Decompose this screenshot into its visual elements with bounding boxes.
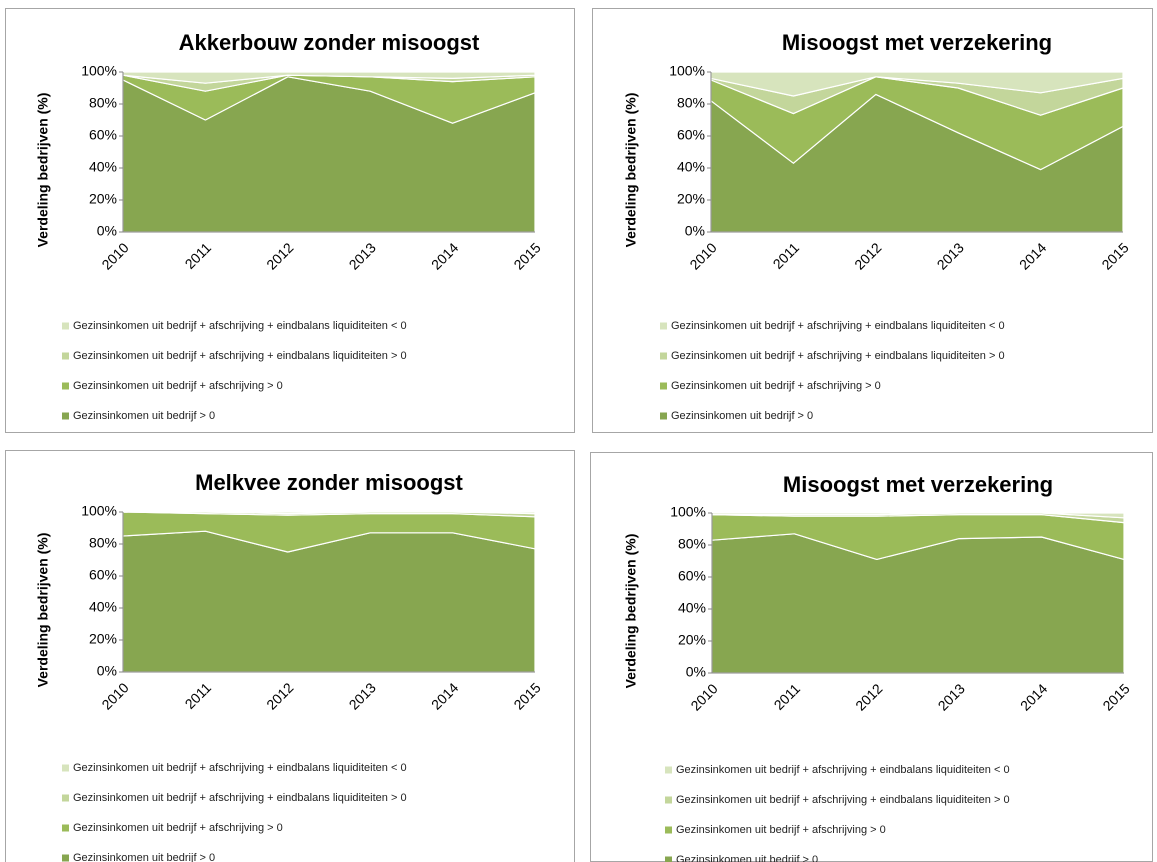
y-tick-label: 0%	[686, 664, 706, 680]
legend-swatch	[665, 766, 672, 774]
y-tick-label: 80%	[678, 536, 706, 552]
legend-label: Gezinsinkomen uit bedrijf + afschrijving…	[73, 350, 407, 362]
legend-swatch	[660, 322, 667, 330]
legend-label: Gezinsinkomen uit bedrijf + afschrijving…	[676, 764, 1010, 776]
legend-swatch	[660, 382, 667, 390]
chart-panel: Misoogst met verzekering Verdeling bedrij…	[590, 452, 1153, 862]
legend-label: Gezinsinkomen uit bedrijf > 0	[676, 854, 818, 862]
area-series	[122, 511, 536, 515]
legend-swatch	[62, 824, 69, 832]
legend-label: Gezinsinkomen uit bedrijf + afschrijving…	[73, 320, 407, 332]
y-tick-label: 80%	[677, 95, 705, 111]
chart-title: Melkvee zonder misoogst	[195, 470, 463, 495]
y-tick-label: 20%	[678, 632, 706, 648]
legend-swatch	[62, 322, 69, 330]
legend-label: Gezinsinkomen uit bedrijf + afschrijving…	[73, 792, 407, 804]
y-tick-label: 100%	[81, 503, 117, 519]
y-tick-label: 40%	[678, 600, 706, 616]
legend-swatch	[62, 382, 69, 390]
legend-swatch	[62, 352, 69, 360]
y-tick-label: 40%	[89, 159, 117, 175]
y-tick-label: 40%	[677, 159, 705, 175]
legend-swatch	[62, 412, 69, 420]
y-tick-label: 100%	[669, 63, 705, 79]
y-tick-label: 20%	[89, 631, 117, 647]
y-axis-label: Verdeling bedrijven (%)	[623, 534, 639, 689]
legend-swatch	[62, 764, 69, 772]
area-series	[122, 530, 536, 673]
legend-label: Gezinsinkomen uit bedrijf + afschrijving…	[671, 350, 1005, 362]
legend-swatch	[665, 856, 672, 862]
legend-swatch	[62, 854, 69, 862]
y-tick-label: 60%	[89, 127, 117, 143]
chart-title: Misoogst met verzekering	[783, 472, 1053, 497]
y-tick-label: 100%	[81, 63, 117, 79]
chart-title: Misoogst met verzekering	[782, 30, 1052, 55]
y-tick-label: 0%	[97, 663, 117, 679]
y-tick-label: 100%	[670, 504, 706, 520]
y-tick-label: 0%	[97, 223, 117, 239]
legend-swatch	[665, 796, 672, 804]
legend-swatch	[62, 794, 69, 802]
chart-panel: Melkvee zonder misoogst Verdeling bedrijv…	[5, 450, 575, 862]
legend-label: Gezinsinkomen uit bedrijf + afschrijving…	[671, 320, 1005, 332]
legend-label: Gezinsinkomen uit bedrijf + afschrijving…	[671, 380, 881, 392]
legend-label: Gezinsinkomen uit bedrijf + afschrijving…	[676, 824, 886, 836]
legend-label: Gezinsinkomen uit bedrijf + afschrijving…	[73, 822, 283, 834]
chart-title: Akkerbouw zonder misoogst	[179, 30, 480, 55]
area-series	[711, 512, 1125, 519]
y-axis-label: Verdeling bedrijven (%)	[623, 93, 639, 248]
y-tick-label: 60%	[678, 568, 706, 584]
y-axis-label: Verdeling bedrijven (%)	[35, 533, 51, 688]
legend-label: Gezinsinkomen uit bedrijf + afschrijving…	[73, 380, 283, 392]
y-tick-label: 80%	[89, 535, 117, 551]
area-series	[711, 533, 1125, 674]
y-axis-label: Verdeling bedrijven (%)	[35, 93, 51, 248]
y-tick-label: 40%	[89, 599, 117, 615]
chart-panel: Misoogst met verzekering Verdeling bedrij…	[592, 8, 1153, 433]
chart-panel: Akkerbouw zonder misoogst Verdeling bedri…	[5, 8, 575, 433]
y-tick-label: 0%	[685, 223, 705, 239]
y-tick-label: 20%	[677, 191, 705, 207]
legend-label: Gezinsinkomen uit bedrijf > 0	[671, 410, 813, 422]
area-series	[710, 71, 1124, 97]
legend-swatch	[665, 826, 672, 834]
legend-label: Gezinsinkomen uit bedrijf + afschrijving…	[676, 794, 1010, 806]
y-tick-label: 60%	[677, 127, 705, 143]
y-tick-label: 20%	[89, 191, 117, 207]
legend-label: Gezinsinkomen uit bedrijf > 0	[73, 852, 215, 862]
legend-label: Gezinsinkomen uit bedrijf + afschrijving…	[73, 762, 407, 774]
legend-swatch	[660, 352, 667, 360]
y-tick-label: 80%	[89, 95, 117, 111]
legend-label: Gezinsinkomen uit bedrijf > 0	[73, 410, 215, 422]
area-series	[122, 71, 536, 84]
legend-swatch	[660, 412, 667, 420]
y-tick-label: 60%	[89, 567, 117, 583]
